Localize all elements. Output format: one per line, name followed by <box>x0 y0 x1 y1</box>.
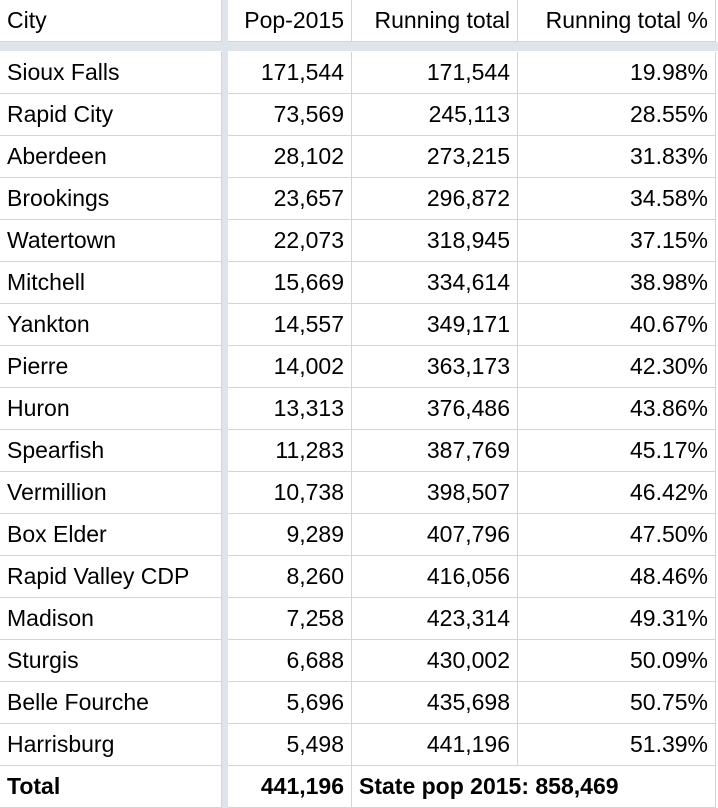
city-cell: Watertown <box>0 220 222 262</box>
number-cell: 363,173 <box>352 346 518 388</box>
number-cell: 171,544 <box>352 52 518 94</box>
number-cell: 31.83% <box>518 136 716 178</box>
total-value: 441,196 <box>228 766 352 808</box>
number-cell: 387,769 <box>352 430 518 472</box>
number-cell: 34.58% <box>518 178 716 220</box>
number-cell: 334,614 <box>352 262 518 304</box>
number-cell: 42.30% <box>518 346 716 388</box>
city-cell: Aberdeen <box>0 136 222 178</box>
number-cell: 349,171 <box>352 304 518 346</box>
number-cell: 51.39% <box>518 724 716 766</box>
city-cell: Yankton <box>0 304 222 346</box>
number-cell: 7,258 <box>228 598 352 640</box>
header-cell: City <box>0 0 222 42</box>
city-cell: Vermillion <box>0 472 222 514</box>
number-cell: 11,283 <box>228 430 352 472</box>
number-cell: 40.67% <box>518 304 716 346</box>
number-cell: 38.98% <box>518 262 716 304</box>
city-cell: Spearfish <box>0 430 222 472</box>
number-cell: 5,696 <box>228 682 352 724</box>
city-cell: Pierre <box>0 346 222 388</box>
number-cell: 47.50% <box>518 514 716 556</box>
city-cell: Mitchell <box>0 262 222 304</box>
number-cell: 8,260 <box>228 556 352 598</box>
city-cell: Rapid Valley CDP <box>0 556 222 598</box>
header-cell: Running total % <box>518 0 716 42</box>
header-cell: Pop-2015 <box>228 0 352 42</box>
number-cell: 273,215 <box>352 136 518 178</box>
number-cell: 398,507 <box>352 472 518 514</box>
number-cell: 37.15% <box>518 220 716 262</box>
number-cell: 6,688 <box>228 640 352 682</box>
number-cell: 13,313 <box>228 388 352 430</box>
number-cell: 48.46% <box>518 556 716 598</box>
number-cell: 430,002 <box>352 640 518 682</box>
number-cell: 50.75% <box>518 682 716 724</box>
total-label: Total <box>0 766 222 808</box>
number-cell: 49.31% <box>518 598 716 640</box>
number-cell: 45.17% <box>518 430 716 472</box>
number-cell: 23,657 <box>228 178 352 220</box>
city-cell: Madison <box>0 598 222 640</box>
number-cell: 9,289 <box>228 514 352 556</box>
number-cell: 318,945 <box>352 220 518 262</box>
number-cell: 407,796 <box>352 514 518 556</box>
city-cell: Sioux Falls <box>0 52 222 94</box>
number-cell: 15,669 <box>228 262 352 304</box>
number-cell: 50.09% <box>518 640 716 682</box>
state-population: State pop 2015: 858,469 <box>352 766 716 808</box>
number-cell: 43.86% <box>518 388 716 430</box>
number-cell: 22,073 <box>228 220 352 262</box>
number-cell: 28,102 <box>228 136 352 178</box>
number-cell: 435,698 <box>352 682 518 724</box>
number-cell: 171,544 <box>228 52 352 94</box>
number-cell: 10,738 <box>228 472 352 514</box>
city-cell: Huron <box>0 388 222 430</box>
number-cell: 73,569 <box>228 94 352 136</box>
column-separator <box>222 0 228 808</box>
number-cell: 14,557 <box>228 304 352 346</box>
number-cell: 14,002 <box>228 346 352 388</box>
number-cell: 296,872 <box>352 178 518 220</box>
number-cell: 28.55% <box>518 94 716 136</box>
city-cell: Harrisburg <box>0 724 222 766</box>
number-cell: 245,113 <box>352 94 518 136</box>
city-cell: Brookings <box>0 178 222 220</box>
city-cell: Rapid City <box>0 94 222 136</box>
header-cell: Running total <box>352 0 518 42</box>
city-cell: Sturgis <box>0 640 222 682</box>
city-cell: Belle Fourche <box>0 682 222 724</box>
number-cell: 5,498 <box>228 724 352 766</box>
number-cell: 19.98% <box>518 52 716 94</box>
header-separator <box>0 42 718 51</box>
number-cell: 441,196 <box>352 724 518 766</box>
number-cell: 416,056 <box>352 556 518 598</box>
number-cell: 46.42% <box>518 472 716 514</box>
number-cell: 423,314 <box>352 598 518 640</box>
city-cell: Box Elder <box>0 514 222 556</box>
number-cell: 376,486 <box>352 388 518 430</box>
